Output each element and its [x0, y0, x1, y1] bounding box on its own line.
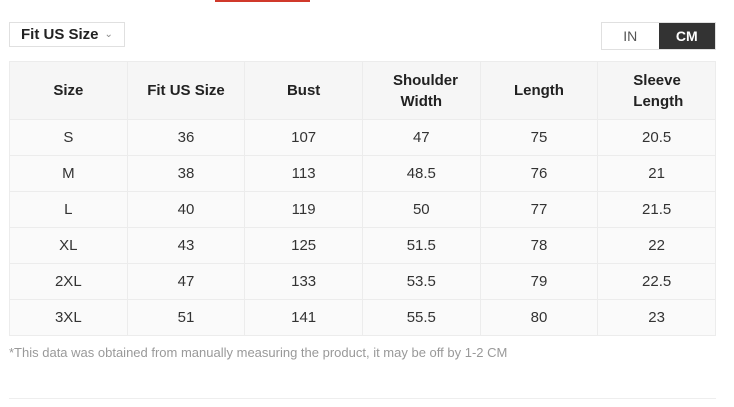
table-cell: 40: [126, 191, 246, 228]
table-cell: 3XL: [9, 299, 128, 336]
unit-cm-button[interactable]: CM: [658, 23, 715, 49]
table-cell: 77: [479, 191, 599, 228]
table-cell: 47: [361, 119, 481, 156]
table-cell: 125: [244, 227, 363, 264]
table-cell: 107: [244, 119, 363, 156]
table-row: L 40 119 50 77 21.5: [9, 191, 716, 228]
chevron-down-icon: ⌄: [104, 29, 113, 40]
header-fit-us-size: Fit US Size: [126, 61, 246, 120]
fit-us-size-dropdown[interactable]: Fit US Size ⌄: [9, 22, 125, 47]
header-sleeve-length: Sleeve Length: [597, 61, 716, 120]
unit-toggle: IN CM: [601, 22, 716, 50]
table-cell: 47: [126, 263, 246, 300]
table-cell: 21.5: [597, 191, 716, 228]
header-length: Length: [479, 61, 599, 120]
dropdown-label: Fit US Size: [21, 26, 99, 43]
table-cell: 133: [244, 263, 363, 300]
table-cell: 119: [244, 191, 363, 228]
table-cell: 22: [597, 227, 716, 264]
table-cell: 22.5: [597, 263, 716, 300]
unit-in-button[interactable]: IN: [602, 23, 659, 49]
table-cell: 80: [479, 299, 599, 336]
table-cell: 50: [361, 191, 481, 228]
header-bust: Bust: [244, 61, 363, 120]
divider: [9, 398, 716, 399]
measurement-note: *This data was obtained from manually me…: [9, 345, 508, 360]
table-cell: XL: [9, 227, 128, 264]
size-chart-table: Size Fit US Size Bust Shoulder Width Len…: [9, 61, 716, 336]
table-header-row: Size Fit US Size Bust Shoulder Width Len…: [9, 61, 716, 120]
table-row: 2XL 47 133 53.5 79 22.5: [9, 263, 716, 300]
table-cell: M: [9, 155, 128, 192]
table-cell: 2XL: [9, 263, 128, 300]
table-cell: 36: [126, 119, 246, 156]
table-cell: 75: [479, 119, 599, 156]
header-size: Size: [9, 61, 128, 120]
table-cell: 51: [126, 299, 246, 336]
table-row: M 38 113 48.5 76 21: [9, 155, 716, 192]
table-cell: 21: [597, 155, 716, 192]
table-cell: 76: [479, 155, 599, 192]
table-cell: 23: [597, 299, 716, 336]
table-cell: 78: [479, 227, 599, 264]
table-cell: 113: [244, 155, 363, 192]
table-cell: 43: [126, 227, 246, 264]
table-cell: 48.5: [361, 155, 481, 192]
table-cell: 20.5: [597, 119, 716, 156]
header-shoulder-width: Shoulder Width: [361, 61, 481, 120]
table-cell: 79: [479, 263, 599, 300]
table-cell: 53.5: [361, 263, 481, 300]
table-row: XL 43 125 51.5 78 22: [9, 227, 716, 264]
table-cell: 141: [244, 299, 363, 336]
table-cell: L: [9, 191, 128, 228]
table-cell: 38: [126, 155, 246, 192]
table-row: 3XL 51 141 55.5 80 23: [9, 299, 716, 336]
table-row: S 36 107 47 75 20.5: [9, 119, 716, 156]
active-tab-indicator: [215, 0, 310, 2]
table-cell: 51.5: [361, 227, 481, 264]
table-cell: S: [9, 119, 128, 156]
table-cell: 55.5: [361, 299, 481, 336]
